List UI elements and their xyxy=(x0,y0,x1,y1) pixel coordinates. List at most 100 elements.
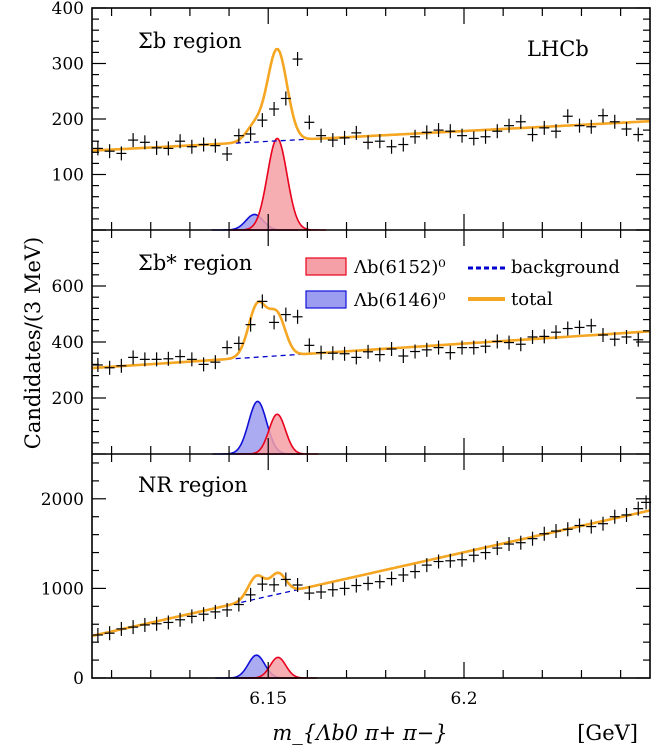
data-point xyxy=(386,342,397,356)
data-point xyxy=(210,355,221,370)
data-point xyxy=(139,352,150,367)
plot-frame xyxy=(91,7,651,679)
data-point xyxy=(363,576,374,591)
data-point xyxy=(316,584,327,599)
data-point xyxy=(233,336,244,351)
data-point xyxy=(128,133,139,148)
data-point xyxy=(163,615,174,630)
data-point xyxy=(598,516,609,531)
data-point xyxy=(257,577,268,592)
data-point xyxy=(609,332,620,347)
data-point xyxy=(480,129,491,144)
y-tick-label: 0 xyxy=(73,669,84,689)
data-point xyxy=(609,114,620,129)
data-point xyxy=(304,338,315,353)
data-point xyxy=(374,347,385,362)
data-point xyxy=(245,587,256,602)
data-point xyxy=(327,346,338,361)
data-point xyxy=(551,325,562,340)
data-point xyxy=(504,537,515,552)
data-point xyxy=(339,130,350,145)
legend-label-background: background xyxy=(511,257,620,278)
data-point xyxy=(551,524,562,539)
y-tick-label: 400 xyxy=(52,0,84,19)
data-point xyxy=(433,123,444,138)
data-point xyxy=(515,535,526,550)
legend-label-lb6146: Λb(6146)⁰ xyxy=(353,290,446,311)
experiment-label: LHCb xyxy=(527,37,589,61)
data-point xyxy=(351,350,362,365)
data-point xyxy=(433,554,444,569)
data-point xyxy=(292,52,303,67)
data-point xyxy=(351,125,362,140)
data-point xyxy=(104,144,115,159)
y-tick-label: 1000 xyxy=(41,579,84,599)
data-point xyxy=(515,114,526,129)
data-point xyxy=(269,577,280,592)
data-point xyxy=(445,553,456,568)
data-point xyxy=(280,572,291,587)
y-tick-label: 400 xyxy=(52,333,84,353)
data-point xyxy=(198,357,209,372)
data-point xyxy=(210,138,221,153)
legend-item-total: total xyxy=(468,289,553,310)
data-point xyxy=(327,582,338,597)
data-point xyxy=(92,141,103,156)
data-point xyxy=(186,352,197,367)
x-axis-title: m_{Λb0 π+ π−} xyxy=(272,721,447,745)
panel-3: 0 1000 2000 6.15 6.2 xyxy=(41,453,652,709)
data-point xyxy=(151,140,162,155)
data-point xyxy=(351,578,362,593)
data-point xyxy=(280,91,291,106)
legend-swatch-lb6152 xyxy=(305,257,347,276)
data-point xyxy=(245,317,256,332)
data-point xyxy=(398,137,409,152)
data-point xyxy=(410,344,421,359)
data-point xyxy=(504,118,515,133)
data-point xyxy=(128,350,139,365)
data-point xyxy=(445,345,456,360)
panel-3-title: NR region xyxy=(138,473,248,497)
data-point xyxy=(374,134,385,149)
data-point xyxy=(457,340,468,355)
data-point xyxy=(468,548,479,563)
data-point xyxy=(363,344,374,359)
data-point xyxy=(198,137,209,152)
y-tick-label: 2000 xyxy=(41,490,84,510)
data-point xyxy=(269,102,280,117)
data-point xyxy=(551,124,562,139)
data-point xyxy=(421,558,432,573)
panels: 100 200 300 400 200 400 600 0 1000 2000 6.15 6.2 xyxy=(41,0,652,709)
legend: Λb(6152)⁰ background Λb(6146)⁰ total xyxy=(305,257,620,311)
data-point xyxy=(233,128,244,143)
x-axis-unit: [GeV] xyxy=(577,721,638,745)
data-point xyxy=(539,526,550,541)
data-point xyxy=(410,564,421,579)
data-point xyxy=(139,135,150,150)
data-point xyxy=(609,509,620,524)
data-point xyxy=(421,125,432,140)
data-point xyxy=(504,335,515,350)
data-point xyxy=(304,115,315,130)
panel-1: 100 200 300 400 xyxy=(52,0,651,231)
legend-swatch-lb6146 xyxy=(305,290,347,309)
data-point xyxy=(304,586,315,601)
data-point xyxy=(222,602,233,617)
data-point xyxy=(280,307,291,322)
data-point xyxy=(633,501,644,516)
data-point xyxy=(527,531,538,546)
data-point xyxy=(433,340,444,355)
data-point xyxy=(327,133,338,148)
data-point xyxy=(410,129,421,144)
x-tick-label: 6.15 xyxy=(249,689,287,709)
data-point xyxy=(480,339,491,354)
legend-label-total: total xyxy=(511,289,553,310)
data-point xyxy=(386,571,397,586)
data-point xyxy=(139,617,150,632)
data-point xyxy=(421,342,432,357)
data-point xyxy=(527,329,538,344)
data-point xyxy=(151,352,162,367)
data-point xyxy=(175,349,186,364)
data-point xyxy=(175,134,186,149)
data-point xyxy=(175,612,186,627)
